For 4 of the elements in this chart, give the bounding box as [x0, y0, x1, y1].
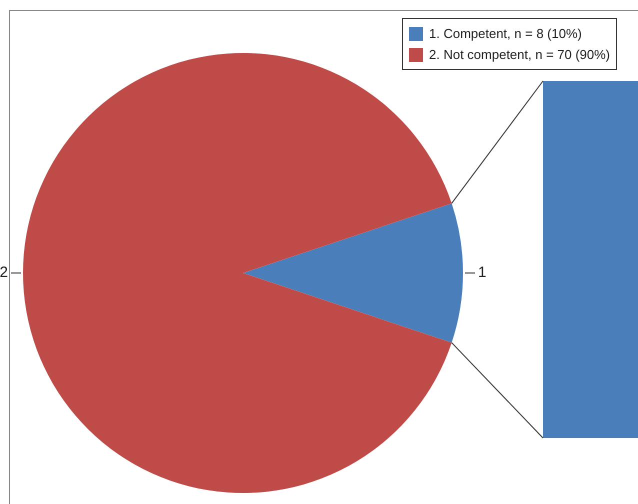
- text: 2: [0, 264, 8, 282]
- text: 1: [478, 264, 486, 282]
- legend-label: 1. Competent, n = 8 (10%): [429, 26, 582, 41]
- legend-label: 2. Not competent, n = 70 (90%): [429, 47, 610, 62]
